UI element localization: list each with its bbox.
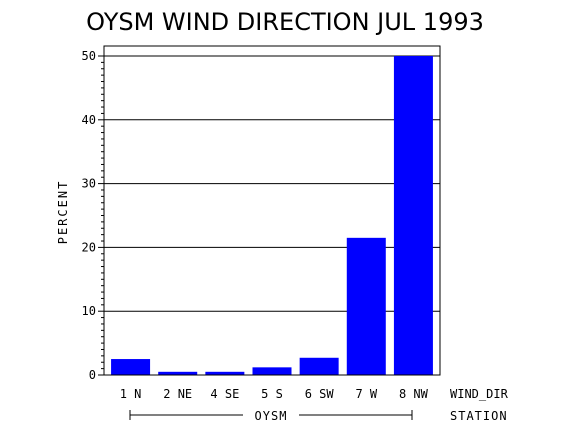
grid-lines — [104, 55, 440, 312]
bar — [299, 357, 339, 375]
bar — [252, 367, 292, 375]
y-axis-ticks: 0 10 20 30 40 50 — [82, 49, 104, 382]
x-tick-label: 6 SW — [305, 387, 335, 401]
y-tick-label: 20 — [82, 240, 96, 254]
chart-title: OYSM WIND DIRECTION JUL 1993 — [86, 8, 484, 36]
bar — [346, 237, 386, 375]
x-tick-label: 4 SE — [210, 387, 239, 401]
group-label: OYSM — [255, 409, 288, 423]
y-tick-label: 30 — [82, 177, 96, 191]
y-axis-label: PERCENT — [56, 180, 70, 245]
y-tick-label: 0 — [89, 368, 96, 382]
x-tick-label: 5 S — [261, 387, 283, 401]
x-tick-label: 7 W — [355, 387, 377, 401]
bar — [205, 371, 245, 375]
y-tick-label: 10 — [82, 304, 96, 318]
x-tick-label: 2 NE — [163, 387, 192, 401]
x-tick-label: 8 NW — [399, 387, 429, 401]
plot-frame — [103, 45, 441, 376]
bar — [393, 56, 433, 375]
group-bracket — [129, 408, 413, 422]
bars — [111, 56, 433, 375]
bar — [111, 359, 151, 375]
x-tick-label: 1 N — [120, 387, 142, 401]
x-axis-labels: 1 N 2 NE 4 SE 5 S 6 SW 7 W 8 NW — [120, 387, 429, 401]
y-tick-label: 50 — [82, 49, 96, 63]
x-axis-label: WIND_DIR — [450, 387, 509, 401]
y-tick-label: 40 — [82, 113, 96, 127]
group-axis-label: STATION — [450, 409, 508, 423]
bar — [158, 371, 198, 375]
